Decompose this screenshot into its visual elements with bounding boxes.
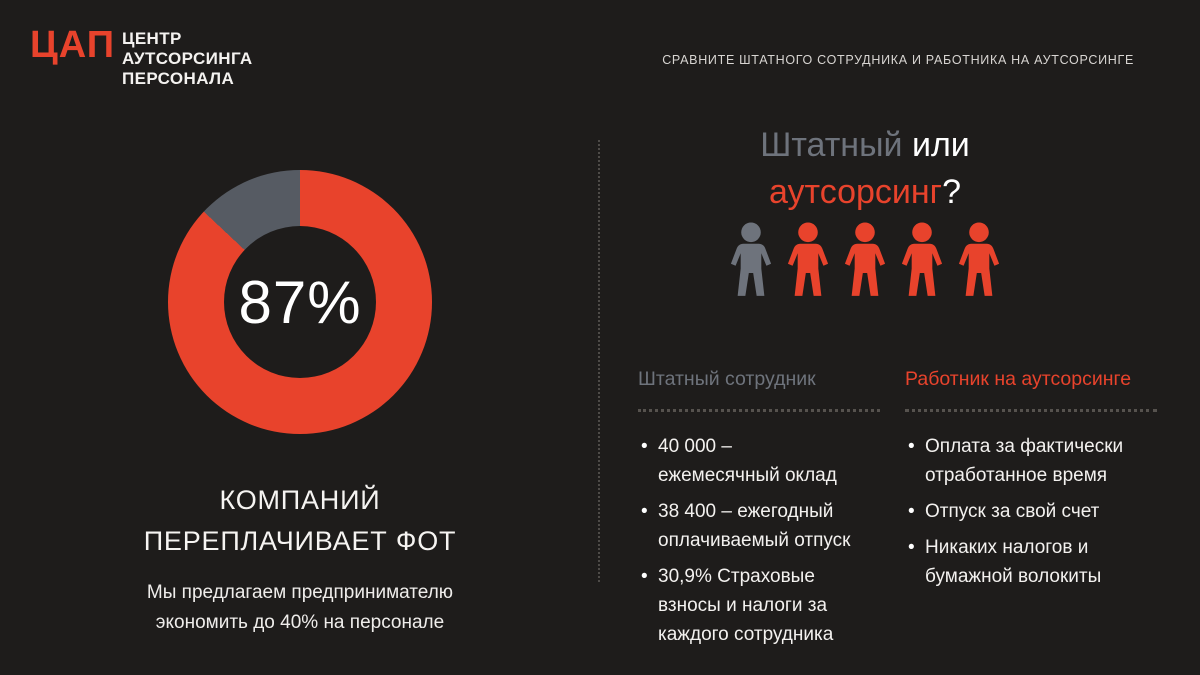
donut-caption: КОМПАНИЙ ПЕРЕПЛАЧИВАЕТ ФОТ <box>0 480 600 562</box>
outsource-column-header: Работник на аутсорсинге <box>905 368 1132 390</box>
offer-text: Мы предлагаем предпринимателю экономить … <box>0 578 600 638</box>
staff-column-header: Штатный сотрудник <box>638 368 816 390</box>
staff-list-item: 40 000 – ежемесячный оклад <box>641 432 858 490</box>
staff-list: 40 000 – ежемесячный оклад 38 400 – ежег… <box>638 432 880 649</box>
outsource-list-item: Отпуск за свой счет <box>908 497 1125 526</box>
logo-subtitle-line: АУТСОРСИНГА <box>122 49 253 68</box>
title-question-mark: ? <box>942 173 961 211</box>
outsource-column-underline <box>905 409 1157 412</box>
donut-center-label: 87% <box>238 268 362 336</box>
outsource-list-item: Никаких налогов и бумажной волокиты <box>908 533 1125 591</box>
logo-subtitle: ЦЕНТР АУТСОРСИНГА ПЕРСОНАЛА <box>122 29 253 89</box>
outsource-list: Оплата за фактически отработанное время … <box>905 432 1157 591</box>
logo-subtitle-line: ЦЕНТР <box>122 29 182 48</box>
offer-text-line-1: Мы предлагаем предпринимателю <box>146 582 454 603</box>
donut-hole: 87% <box>224 226 376 378</box>
offer-text-line-2: экономить до 40% на персонале <box>155 612 445 633</box>
outsource-column: Работник на аутсорсинге Оплата за фактич… <box>905 368 1157 598</box>
outsource-list-item: Оплата за фактически отработанное время <box>908 432 1125 490</box>
section-divider <box>598 140 600 582</box>
staff-list-item: 30,9% Страховые взносы и налоги за каждо… <box>641 562 858 649</box>
header-tagline: СРАВНИТЕ ШТАТНОГО СОТРУДНИКА И РАБОТНИКА… <box>662 53 1134 67</box>
person-icon-staff <box>730 222 772 296</box>
staff-column: Штатный сотрудник 40 000 – ежемесячный о… <box>638 368 880 656</box>
person-icon-outsource <box>787 222 829 296</box>
title-word-outsourcing: аутсорсинг <box>768 173 943 211</box>
person-icon-outsource <box>958 222 1000 296</box>
person-icon-outsource <box>844 222 886 296</box>
person-icon-outsource <box>901 222 943 296</box>
people-icons-row <box>625 222 1105 298</box>
title-word-staff: Штатный <box>760 126 903 164</box>
donut-chart: 87% <box>168 170 432 434</box>
caption-line-1: КОМПАНИЙ <box>219 485 381 515</box>
title-word-or: или <box>902 126 970 164</box>
logo: ЦАП <box>30 24 116 66</box>
logo-subtitle-line: ПЕРСОНАЛА <box>122 69 235 88</box>
caption-line-2: ПЕРЕПЛАЧИВАЕТ ФОТ <box>143 526 457 556</box>
comparison-title: Штатный или аутсорсинг? <box>625 122 1105 216</box>
staff-list-item: 38 400 – ежегодный оплачиваемый отпуск <box>641 497 858 555</box>
staff-column-underline <box>638 409 880 412</box>
